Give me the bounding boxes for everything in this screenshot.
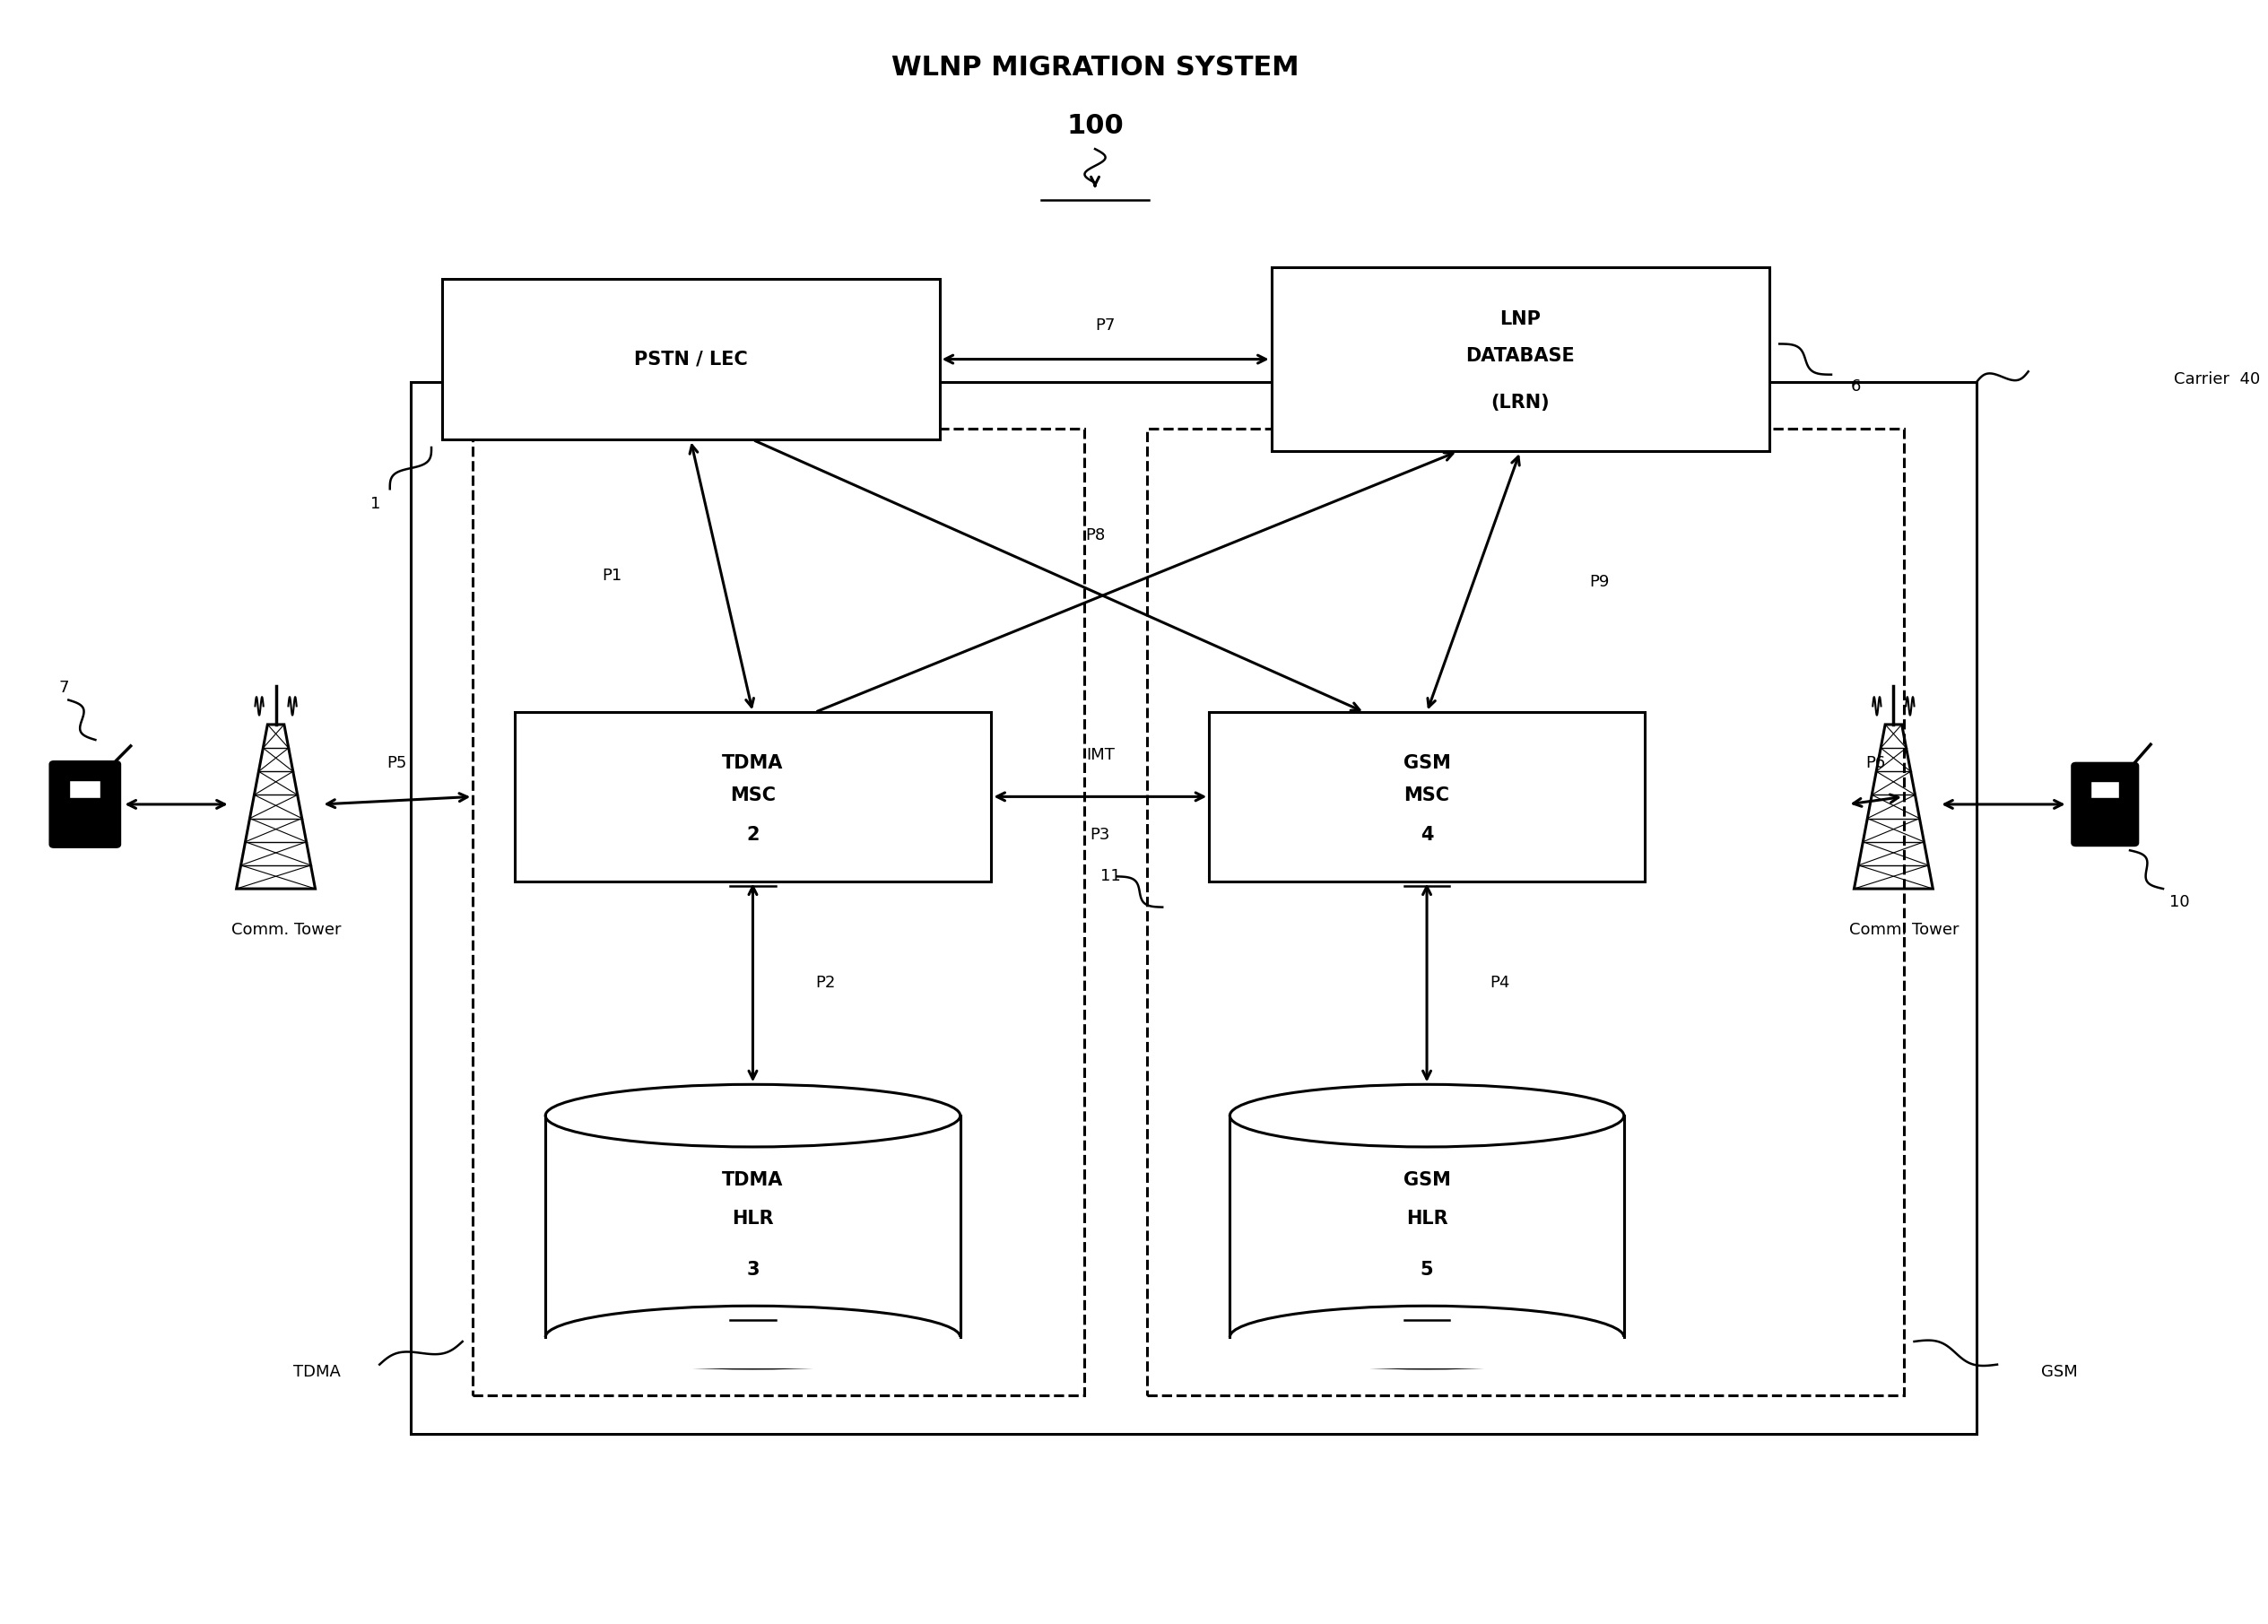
Text: 100: 100	[1066, 114, 1123, 140]
FancyBboxPatch shape	[50, 762, 120, 848]
Text: TDMA: TDMA	[293, 1364, 340, 1380]
Text: LNP: LNP	[1499, 310, 1540, 328]
Text: PSTN / LEC: PSTN / LEC	[633, 351, 748, 369]
Text: P5: P5	[388, 755, 408, 771]
Text: MSC: MSC	[730, 786, 776, 804]
Text: IMT: IMT	[1086, 747, 1114, 763]
Ellipse shape	[544, 1085, 959, 1147]
Text: P3: P3	[1091, 827, 1111, 843]
Bar	[70, 780, 100, 797]
Bar	[1272, 266, 1769, 451]
Text: P4: P4	[1490, 974, 1510, 991]
Text: DATABASE: DATABASE	[1465, 348, 1574, 365]
Text: GSM: GSM	[1404, 1171, 1452, 1189]
Ellipse shape	[544, 1306, 959, 1369]
Text: P6: P6	[1867, 755, 1885, 771]
Text: GSM: GSM	[2041, 1364, 2077, 1380]
Text: 3: 3	[746, 1260, 760, 1278]
Text: GSM: GSM	[1404, 754, 1452, 771]
Text: MSC: MSC	[1404, 786, 1449, 804]
Bar	[472, 429, 1084, 1395]
Bar	[515, 713, 991, 882]
Text: 5: 5	[1420, 1260, 1433, 1278]
Bar	[1148, 429, 1903, 1395]
Bar	[1220, 1337, 1635, 1369]
Text: P1: P1	[601, 568, 621, 585]
Text: TDMA: TDMA	[721, 754, 782, 771]
Ellipse shape	[1229, 1085, 1624, 1147]
Text: 11: 11	[1100, 869, 1120, 885]
Text: 7: 7	[59, 679, 70, 695]
Text: 6: 6	[1851, 378, 1862, 395]
Text: P7: P7	[1095, 317, 1116, 333]
Ellipse shape	[1229, 1306, 1624, 1369]
Bar	[411, 382, 1975, 1434]
Bar	[535, 1337, 971, 1369]
Text: 4: 4	[1420, 827, 1433, 844]
Text: P2: P2	[816, 974, 835, 991]
Text: TDMA: TDMA	[721, 1171, 782, 1189]
Text: Carrier  40: Carrier 40	[2173, 372, 2259, 387]
Bar	[2091, 781, 2121, 797]
Bar	[442, 279, 939, 440]
Bar	[1229, 1116, 1624, 1337]
Text: Comm. Tower: Comm. Tower	[1848, 922, 1960, 939]
Text: P8: P8	[1084, 528, 1105, 544]
Text: WLNP MIGRATION SYSTEM: WLNP MIGRATION SYSTEM	[891, 55, 1300, 81]
Text: (LRN): (LRN)	[1490, 393, 1549, 411]
Text: HLR: HLR	[733, 1210, 773, 1228]
Bar	[544, 1116, 959, 1337]
Text: 1: 1	[370, 497, 381, 512]
Text: 10: 10	[2170, 895, 2191, 911]
Text: Comm. Tower: Comm. Tower	[231, 922, 340, 939]
Text: P9: P9	[1590, 573, 1608, 590]
FancyBboxPatch shape	[2073, 763, 2139, 846]
Text: HLR: HLR	[1406, 1210, 1447, 1228]
Text: 2: 2	[746, 827, 760, 844]
Bar	[1209, 713, 1644, 882]
